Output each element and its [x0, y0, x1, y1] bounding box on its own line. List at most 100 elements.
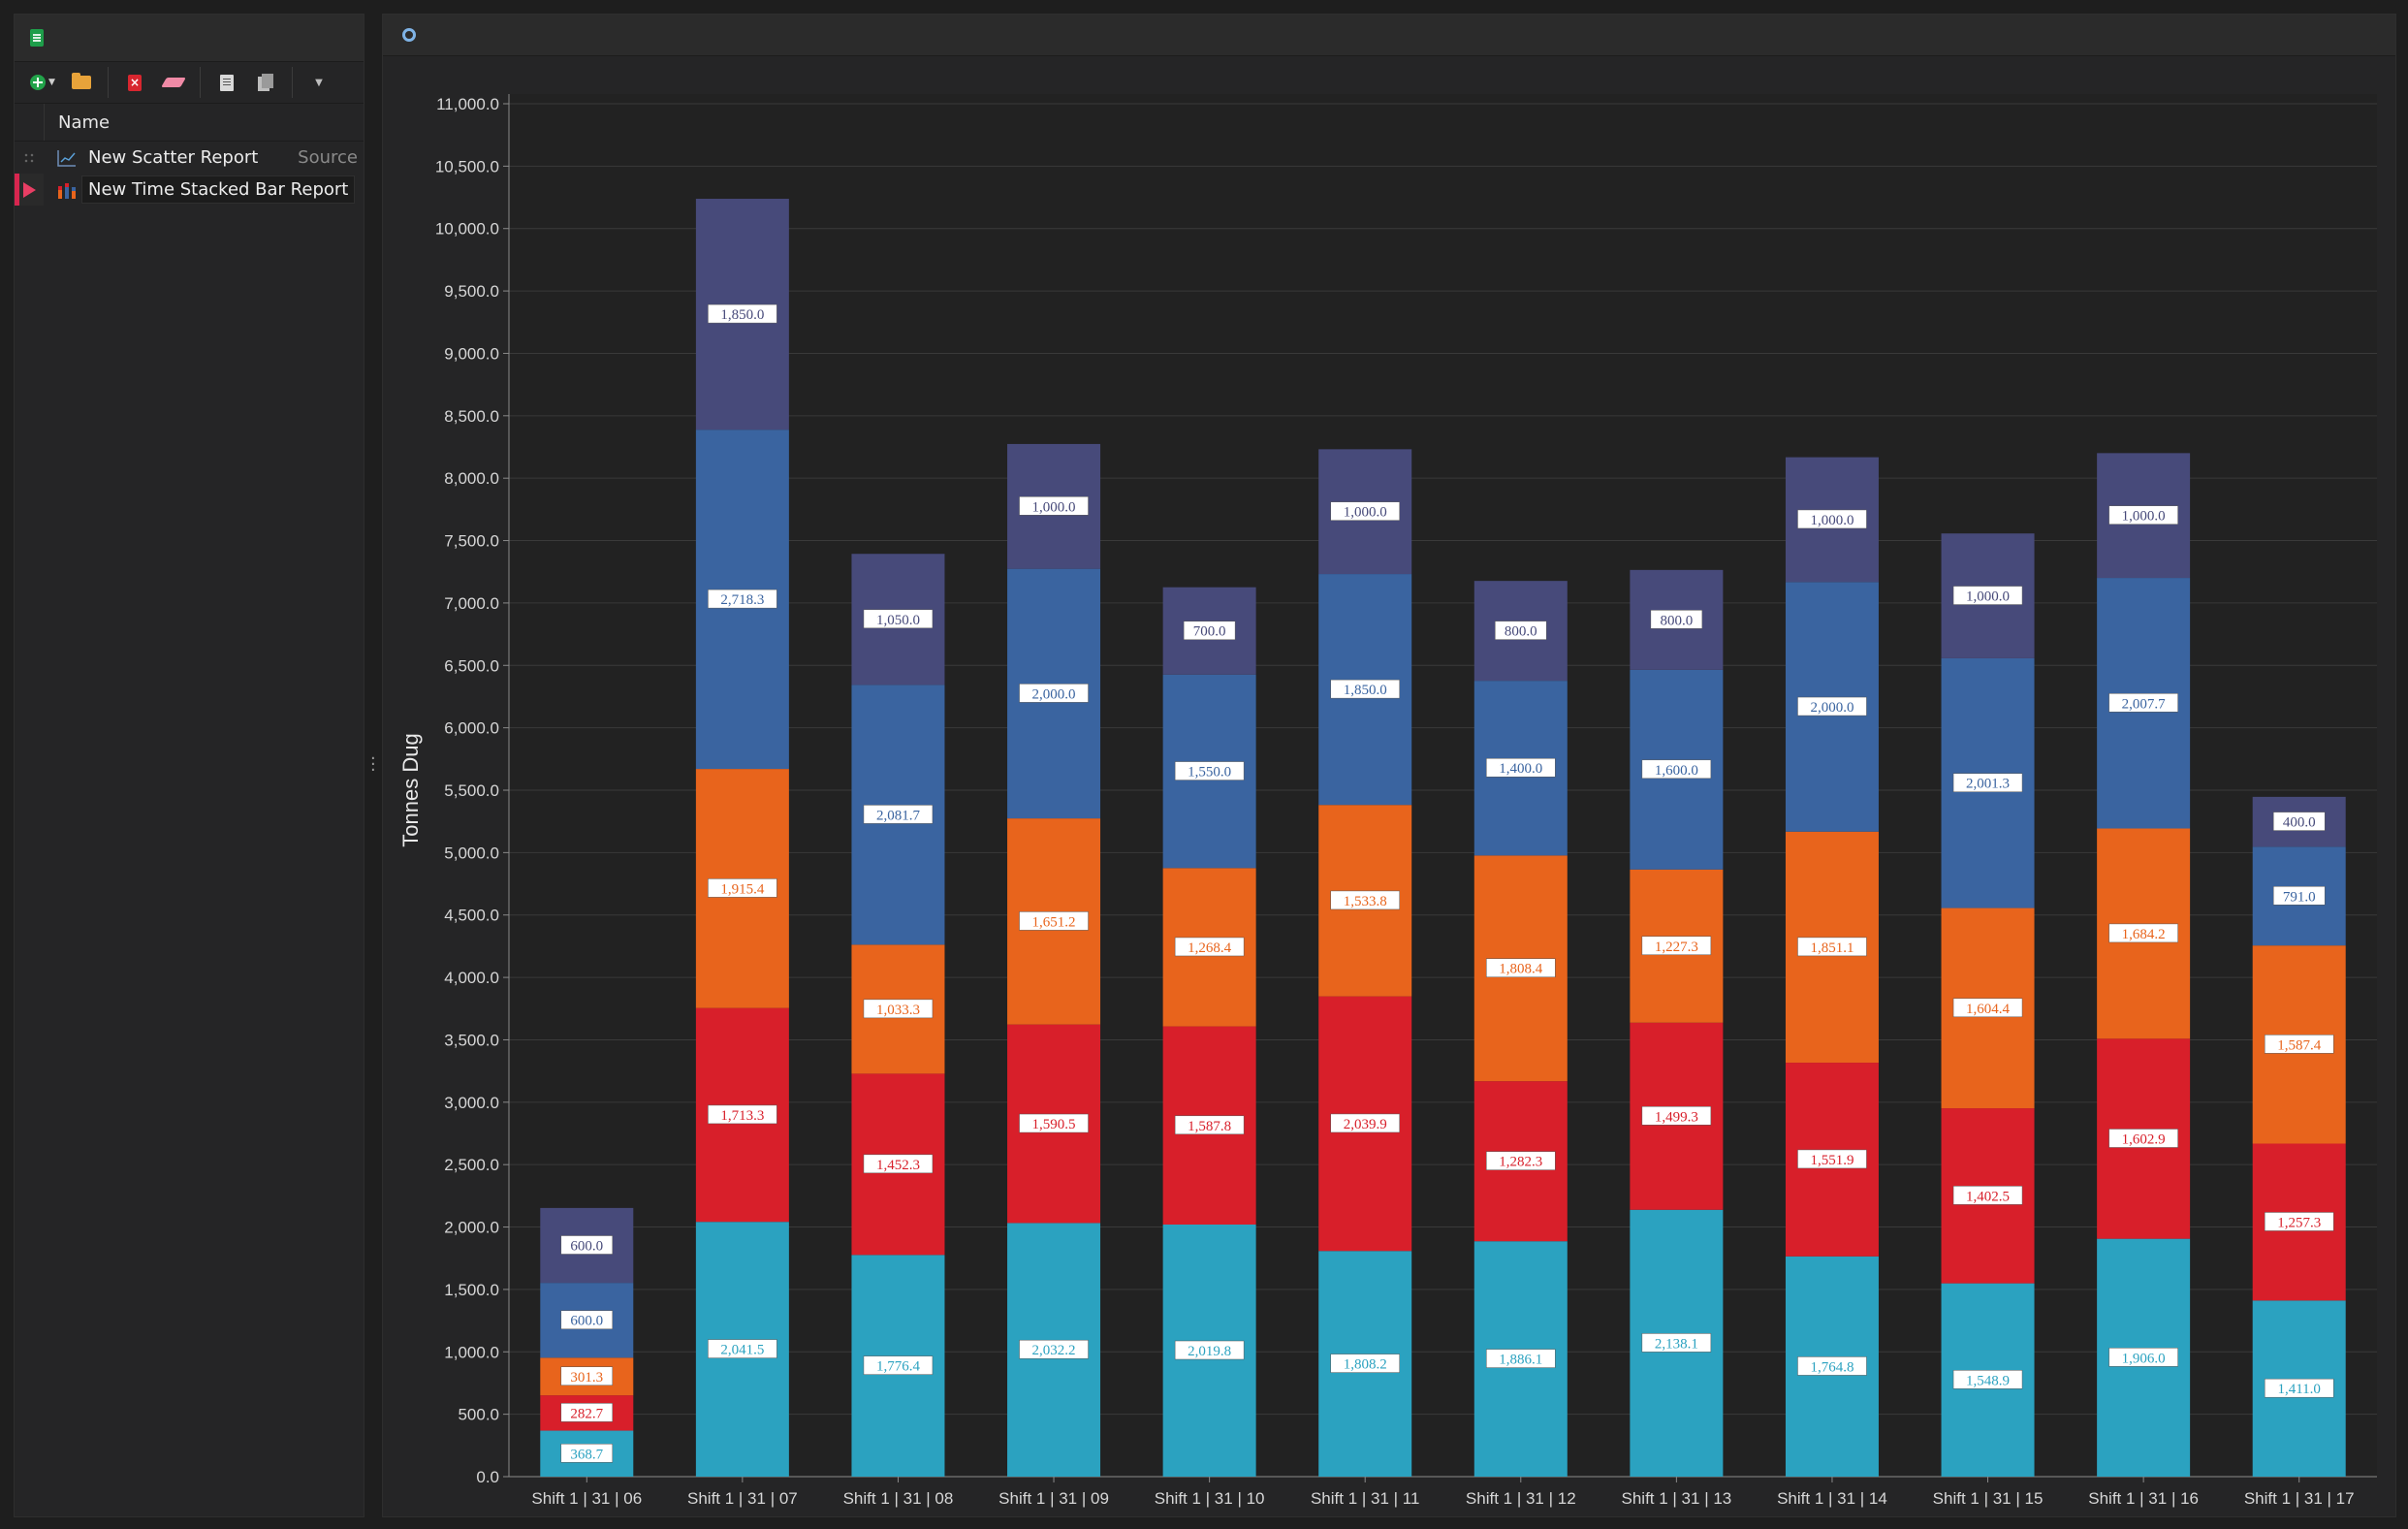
data-label: 282.7	[570, 1406, 603, 1421]
data-label-box	[863, 1355, 934, 1375]
row-handle[interactable]	[15, 174, 44, 206]
data-label-box	[2264, 1035, 2334, 1054]
y-tick-label: 1,000.0	[444, 1343, 499, 1361]
data-label-box	[708, 303, 777, 324]
data-label-box	[863, 805, 934, 824]
data-label: 368.7	[570, 1447, 603, 1462]
toolbar-divider	[292, 67, 293, 98]
open-folder-button[interactable]	[65, 68, 98, 97]
data-label: 1,000.0	[1810, 513, 1854, 528]
data-label: 2,041.5	[720, 1343, 764, 1358]
data-label-box	[2264, 1212, 2334, 1231]
row-handle[interactable]	[15, 142, 44, 174]
data-label-box	[560, 1444, 614, 1463]
data-label: 2,000.0	[1032, 686, 1076, 702]
data-label-box	[560, 1235, 614, 1255]
list-item-selected[interactable]: New Time Stacked Bar Report	[15, 174, 364, 206]
copy-button[interactable]	[210, 68, 243, 97]
data-label: 2,081.7	[876, 808, 921, 823]
data-label-box	[1797, 509, 1867, 529]
data-label: 1,764.8	[1810, 1359, 1854, 1375]
data-label-box	[2272, 886, 2326, 906]
data-label-box	[1650, 610, 1703, 629]
chart-header-bar	[383, 15, 2395, 56]
y-tick-label: 5,000.0	[444, 844, 499, 862]
data-label-box	[2264, 1378, 2334, 1398]
data-label-box	[1797, 937, 1867, 957]
data-label: 1,808.4	[1499, 962, 1543, 977]
list-item-label[interactable]: New Time Stacked Bar Report	[80, 175, 356, 204]
current-row-arrow-icon	[22, 181, 36, 198]
data-label-box	[863, 999, 934, 1019]
add-icon	[30, 75, 47, 90]
data-label: 301.3	[570, 1370, 603, 1386]
data-label-box	[560, 1403, 614, 1422]
y-tick-label: 4,500.0	[444, 907, 499, 925]
y-tick-label: 4,000.0	[444, 969, 499, 987]
panel-splitter-handle[interactable]: · · ·	[370, 749, 376, 780]
y-tick-label: 9,500.0	[444, 282, 499, 301]
settings-icon[interactable]	[402, 28, 416, 42]
stacked-bar-chart: 0.0 500.0 1,000.0 1,500.0 2,000.0 2,500.0 3,00…	[398, 94, 2377, 1508]
data-label: 600.0	[570, 1314, 603, 1329]
data-label: 1,587.8	[1188, 1119, 1231, 1134]
data-label-box	[2108, 505, 2178, 525]
data-label-box	[1952, 1370, 2023, 1389]
data-label: 1,776.4	[876, 1359, 921, 1375]
toolbar-divider	[200, 67, 201, 98]
data-label-box	[1952, 1186, 2023, 1205]
data-label: 1,452.3	[876, 1158, 920, 1173]
data-label-box	[1486, 1151, 1556, 1170]
add-report-button[interactable]: ▼	[26, 68, 59, 97]
list-item[interactable]: New Scatter Report Source	[15, 142, 364, 174]
scatter-chart-icon	[57, 149, 76, 167]
x-tick-label: Shift 1 | 31 | 16	[2088, 1489, 2199, 1508]
delete-button[interactable]: ×	[118, 68, 151, 97]
data-label: 1,602.9	[2122, 1131, 2166, 1147]
list-column-header[interactable]: Name	[15, 104, 364, 142]
data-label-box	[2272, 812, 2326, 831]
paste-icon	[258, 74, 273, 91]
data-label-box	[1486, 958, 1556, 977]
data-label: 791.0	[2283, 889, 2316, 905]
data-label-box	[1183, 621, 1236, 640]
data-label-box	[1019, 1339, 1089, 1359]
delete-icon: ×	[128, 74, 142, 91]
clear-button[interactable]	[157, 68, 190, 97]
folder-icon	[72, 73, 91, 89]
data-label: 1,906.0	[2122, 1351, 2166, 1366]
data-label: 1,000.0	[1032, 499, 1076, 515]
data-label: 2,019.8	[1188, 1344, 1231, 1359]
data-label-box	[1641, 759, 1712, 780]
data-label-box	[1174, 1115, 1245, 1135]
data-label: 1,600.0	[1655, 763, 1698, 779]
data-label: 1,402.5	[1966, 1189, 2010, 1204]
more-options-button[interactable]: ▼	[302, 68, 335, 97]
data-label: 2,001.3	[1966, 777, 2010, 792]
data-label-box	[863, 1154, 934, 1174]
y-tick-label: 500.0	[458, 1406, 499, 1424]
data-label: 700.0	[1193, 624, 1226, 640]
y-tick-label: 6,000.0	[444, 719, 499, 738]
data-label-box	[1495, 621, 1547, 640]
data-label: 2,007.7	[2122, 696, 2167, 712]
data-label-box	[1797, 696, 1867, 717]
data-label-box	[708, 878, 777, 898]
x-tick-label: Shift 1 | 31 | 08	[843, 1489, 954, 1508]
data-label: 1,000.0	[1966, 589, 2010, 605]
y-tick-label: 3,500.0	[444, 1031, 499, 1049]
data-label-box	[1486, 757, 1556, 778]
paste-button[interactable]	[249, 68, 282, 97]
caret-down-icon: ▼	[48, 78, 55, 87]
list-item-label: New Scatter Report	[88, 147, 259, 168]
data-label: 1,268.4	[1188, 940, 1232, 956]
data-label-box	[1641, 936, 1712, 956]
data-label-box	[1797, 1149, 1867, 1169]
data-label: 2,032.2	[1032, 1343, 1076, 1358]
data-label-box	[1641, 1333, 1712, 1353]
y-tick-label: 11,000.0	[436, 95, 499, 113]
x-tick-label: Shift 1 | 31 | 17	[2244, 1489, 2355, 1508]
drag-handle-icon	[23, 151, 35, 164]
data-label: 600.0	[570, 1239, 603, 1255]
x-tick-label: Shift 1 | 31 | 07	[687, 1489, 798, 1508]
